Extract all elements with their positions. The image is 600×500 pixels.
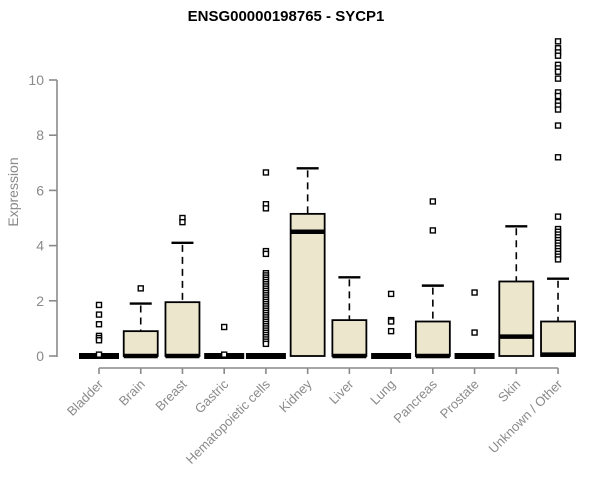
collapsed-box-lung — [371, 353, 412, 359]
x-tick-label-liver: Liver — [326, 376, 357, 407]
collapsed-box-hematopoietic-cells — [245, 353, 286, 359]
outlier-point-unknown-other — [554, 122, 562, 129]
box-breast — [164, 301, 201, 357]
outlier-point-gastric — [220, 323, 228, 331]
y-tick-label: 4 — [36, 238, 44, 254]
outlier-point-lung — [387, 290, 395, 298]
y-tick-label: 8 — [36, 127, 44, 143]
outlier-point-unknown-other — [554, 68, 562, 75]
outlier-point-hematopoietic-cells — [262, 205, 270, 212]
outlier-point-lung — [387, 318, 395, 325]
outlier-point-unknown-other — [554, 52, 562, 59]
outlier-point-unknown-other — [554, 213, 562, 220]
outlier-point-prostate — [471, 289, 478, 296]
outlier-point-gastric — [220, 351, 228, 358]
outlier-point-brain — [137, 285, 144, 292]
box-kidney — [289, 212, 326, 357]
outlier-point-bladder — [95, 301, 103, 309]
collapsed-box-prostate — [454, 353, 495, 359]
outlier-point-bladder — [95, 337, 103, 344]
x-tick-label-gastric: Gastric — [192, 376, 232, 416]
box-liver — [331, 319, 368, 357]
y-tick-label: 0 — [36, 348, 44, 364]
outlier-point-unknown-other — [554, 75, 562, 82]
outlier-point-pancreas — [429, 227, 437, 234]
outlier-point-unknown-other — [554, 154, 562, 161]
box-brain — [122, 330, 159, 357]
x-tick-label-breast: Breast — [152, 376, 189, 413]
outlier-point-unknown-other — [554, 92, 562, 100]
x-tick-label-pancreas: Pancreas — [391, 376, 441, 426]
outlier-point-breast — [179, 218, 186, 226]
outlier-point-hematopoietic-cells — [262, 169, 270, 176]
outlier-point-prostate — [471, 329, 478, 336]
outlier-point-unknown-other — [554, 106, 562, 113]
y-axis-label: Expression — [5, 157, 21, 227]
box-pancreas — [414, 320, 451, 357]
outlier-point-bladder — [95, 351, 103, 358]
outlier-point-lung — [387, 327, 395, 335]
outlier-point-unknown-other — [554, 38, 562, 45]
x-tick-label-bladder: Bladder — [64, 376, 107, 419]
x-tick-label-prostate: Prostate — [437, 377, 482, 422]
x-tick-label-skin: Skin — [495, 377, 523, 405]
y-tick-label: 6 — [36, 182, 44, 198]
y-tick-label: 2 — [36, 293, 44, 309]
outlier-point-unknown-other — [554, 256, 562, 263]
outlier-point-bladder — [95, 321, 103, 328]
outlier-point-hematopoietic-cells — [262, 340, 270, 348]
y-tick-label: 10 — [28, 72, 44, 88]
x-tick-label-brain: Brain — [116, 377, 148, 409]
box-unknown-other — [540, 320, 576, 357]
outlier-point-hematopoietic-cells — [262, 250, 270, 258]
x-tick-label-kidney: Kidney — [276, 376, 315, 415]
chart-title: ENSG00000198765 - SYCP1 — [187, 8, 385, 25]
box-skin — [498, 280, 535, 357]
x-tick-label-unknown-other: Unknown / Other — [486, 376, 566, 456]
x-tick-label-lung: Lung — [367, 377, 398, 408]
outlier-point-pancreas — [429, 198, 437, 205]
outlier-point-bladder — [95, 311, 103, 318]
